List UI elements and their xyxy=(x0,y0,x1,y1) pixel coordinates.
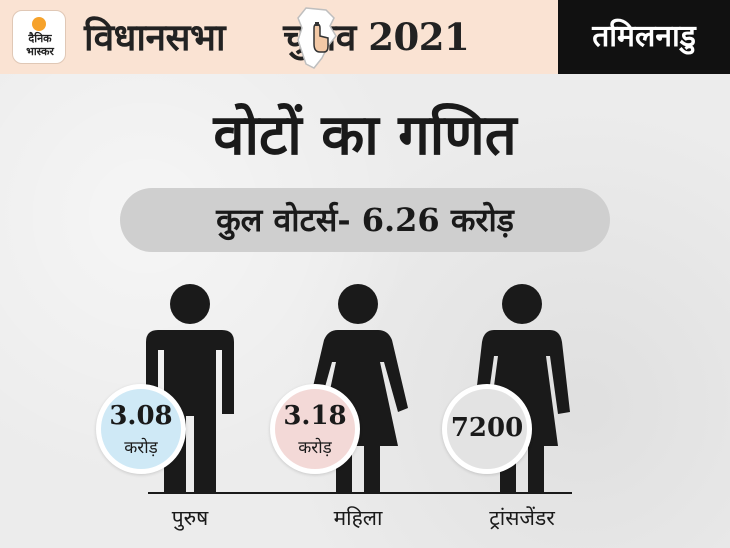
total-voters-label: कुल वोटर्स- 6.26 करोड़ xyxy=(216,201,514,239)
female-count-unit: करोड़ xyxy=(298,438,332,458)
state-name: तमिलनाडु xyxy=(592,19,696,54)
male-caption: पुरुष xyxy=(171,506,209,530)
male-count-unit: करोड़ xyxy=(124,438,158,458)
female-count-bubble: 3.18 करोड़ xyxy=(270,384,360,474)
map-vote-icon xyxy=(297,7,337,69)
transgender-count-value: 7200 xyxy=(450,413,524,443)
logo-text-line1: दैनिक xyxy=(28,32,52,45)
female-figure-icon xyxy=(308,284,408,492)
male-count-bubble: 3.08 करोड़ xyxy=(96,384,186,474)
logo-sun-icon xyxy=(32,17,46,31)
female-count-value: 3.18 xyxy=(283,401,347,431)
state-badge: तमिलनाडु xyxy=(558,0,730,74)
main-title: वोटों का गणित xyxy=(213,102,517,168)
header-title-part1: विधानसभा xyxy=(84,15,226,59)
header-bar: दैनिक भास्कर विधानसभा चुनाव 2021 तमिलनाडु xyxy=(0,0,730,74)
header-title: विधानसभा चुनाव 2021 xyxy=(84,0,470,74)
logo-text-line2: भास्कर xyxy=(26,45,54,58)
female-caption: महिला xyxy=(333,506,383,530)
total-voters-pill: कुल वोटर्स- 6.26 करोड़ xyxy=(120,188,610,252)
male-count-value: 3.08 xyxy=(109,401,173,431)
dainik-bhaskar-logo: दैनिक भास्कर xyxy=(12,10,66,64)
transgender-caption: ट्रांसजेंडर xyxy=(489,506,555,530)
ground-line xyxy=(148,492,572,494)
transgender-count-bubble: 7200 xyxy=(442,384,532,474)
